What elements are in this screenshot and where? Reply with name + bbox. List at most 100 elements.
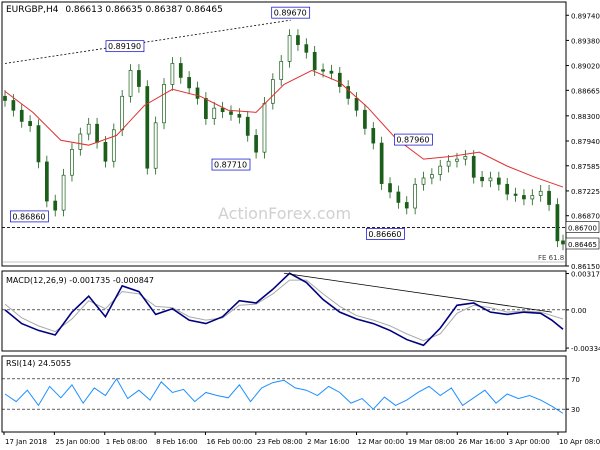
candle-body <box>262 102 267 153</box>
candle-body <box>446 160 451 167</box>
price-trendline <box>4 19 291 64</box>
ohlc-label: 0.86613 0.86635 0.86387 0.86465 <box>65 5 222 15</box>
time-tick-label: 23 Feb 08:00 <box>257 438 303 446</box>
candle-body <box>254 135 258 153</box>
candle-body <box>53 200 58 211</box>
candle-body <box>379 142 384 184</box>
time-tick-label: 17 Jan 2018 <box>5 438 47 446</box>
annotation-box <box>105 40 145 53</box>
candle-body <box>296 35 300 45</box>
time-tick-label: 10 Apr 08:00 <box>559 438 600 446</box>
candle-body <box>321 69 325 72</box>
watermark: ActionForex.com <box>218 204 351 223</box>
candle-body <box>11 100 16 111</box>
annotation-box <box>271 6 311 19</box>
candle-body <box>187 77 191 89</box>
candle-body <box>404 202 409 209</box>
time-tick-label: 16 Feb 00:00 <box>206 438 252 446</box>
time-tick-label: 3 Apr 00:00 <box>509 438 550 446</box>
candle-body <box>480 176 484 182</box>
candle-body <box>229 111 233 115</box>
current-price-label: 0.86465 <box>568 241 597 249</box>
candle-body <box>204 98 208 119</box>
candle-body <box>36 125 41 163</box>
time-tick-label: 8 Feb 16:00 <box>156 438 197 446</box>
candle-body <box>329 70 334 74</box>
candle-body <box>78 133 83 150</box>
annotation-label: 0.86860 <box>12 212 45 221</box>
candle-body <box>111 129 116 162</box>
candle-body <box>312 51 317 71</box>
support-price-box <box>565 221 600 233</box>
time-tick-label: 19 Mar 08:00 <box>408 438 455 446</box>
annotation-label: 0.87710 <box>214 161 247 170</box>
candle-body <box>245 116 250 136</box>
candle-body <box>220 107 225 113</box>
annotation-label: 0.86660 <box>368 230 401 239</box>
candle-body <box>178 63 183 78</box>
candle-body <box>61 174 66 211</box>
annotation-box <box>366 228 405 240</box>
candle-body <box>388 183 392 193</box>
candle-body <box>195 87 200 99</box>
candle-body <box>463 155 468 160</box>
candle-body <box>304 44 309 53</box>
time-tick-label: 12 Mar 00:00 <box>358 438 405 446</box>
candle-body <box>471 155 476 178</box>
price-tick-label: 0.88665 <box>571 87 600 95</box>
candle-body <box>70 149 74 176</box>
time-tick-label: 1 Feb 08:00 <box>106 438 147 446</box>
candle-body <box>488 177 493 182</box>
price-tick-label: 0.89380 <box>571 37 600 45</box>
candle-body <box>162 84 166 124</box>
rsi-label: RSI(14) 24.5055 <box>6 359 71 368</box>
macd-tick-label: -0.003344 <box>571 345 600 353</box>
rsi-line <box>4 377 564 414</box>
price-tick-label: 0.89740 <box>571 12 600 20</box>
candle-body <box>538 190 543 196</box>
candle-body <box>430 174 434 179</box>
candle-body <box>3 95 7 101</box>
candle-body <box>522 195 526 200</box>
candle-body <box>413 183 417 209</box>
candle-body <box>496 177 501 185</box>
candle-body <box>354 98 359 111</box>
candle-body <box>513 193 518 196</box>
rsi-panel <box>1 355 567 433</box>
candle-body <box>86 123 91 135</box>
price-tick-label: 0.88300 <box>571 113 600 121</box>
candle-body <box>128 70 133 97</box>
price-tick-label: 0.87225 <box>571 188 600 196</box>
candle-body <box>212 107 217 119</box>
candle-body <box>19 109 24 122</box>
fe-label: FE 61.8 <box>538 254 564 262</box>
macd-tick-label: 0.003177 <box>571 271 600 279</box>
support-price-label: 0.86700 <box>568 225 597 233</box>
candle-body <box>28 121 32 126</box>
current-price-box <box>565 237 600 250</box>
candle-body <box>363 109 367 129</box>
candle-body <box>287 35 292 62</box>
candle-body <box>561 240 565 245</box>
symbol-label: EURGBP,H4 <box>6 5 59 15</box>
annotation-box <box>394 133 433 146</box>
candle-body <box>555 204 560 242</box>
price-tick-label: 0.86150 <box>571 263 600 271</box>
macd-tick-label: 0.00 <box>571 307 587 315</box>
rsi-tick-label: 30 <box>571 406 580 414</box>
price-tick-label: 0.87940 <box>571 138 600 146</box>
chart-title: EURGBP,H4 0.86613 0.86635 0.86387 0.8646… <box>6 5 223 15</box>
candle-body <box>145 86 150 169</box>
macd-trendline <box>283 272 552 313</box>
macd-line <box>4 272 564 347</box>
candle-body <box>505 183 510 195</box>
price-tick-label: 0.89020 <box>571 63 600 71</box>
candle-body <box>396 191 401 203</box>
candle-body <box>438 165 443 175</box>
candle-body <box>337 72 342 87</box>
candle-body <box>270 79 275 104</box>
candle-body <box>346 86 351 99</box>
price-tick-label: 0.87585 <box>571 163 600 171</box>
macd-label: MACD(12,26,9) -0.001735 -0.000847 <box>6 276 154 285</box>
